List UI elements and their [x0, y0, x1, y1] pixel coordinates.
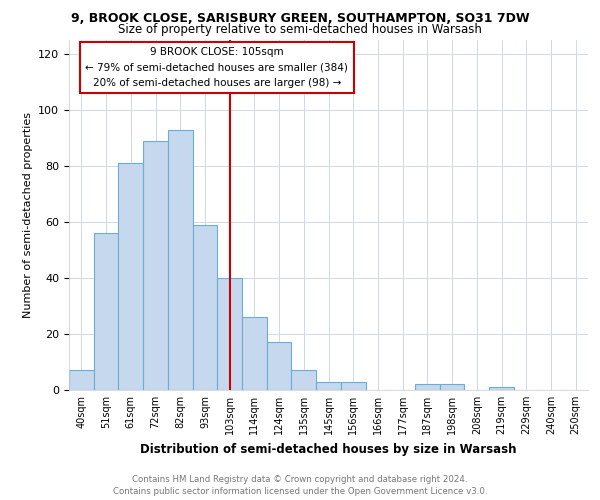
Bar — [242, 317, 267, 390]
Bar — [440, 384, 464, 390]
Text: Size of property relative to semi-detached houses in Warsash: Size of property relative to semi-detach… — [118, 22, 482, 36]
Bar — [341, 382, 365, 390]
Bar — [292, 370, 316, 390]
Bar — [168, 130, 193, 390]
Bar — [193, 225, 217, 390]
Bar — [217, 278, 242, 390]
Y-axis label: Number of semi-detached properties: Number of semi-detached properties — [23, 112, 32, 318]
Text: 9, BROOK CLOSE, SARISBURY GREEN, SOUTHAMPTON, SO31 7DW: 9, BROOK CLOSE, SARISBURY GREEN, SOUTHAM… — [71, 12, 529, 24]
Text: Contains HM Land Registry data © Crown copyright and database right 2024.
Contai: Contains HM Land Registry data © Crown c… — [113, 474, 487, 496]
Bar — [143, 141, 168, 390]
Bar — [316, 382, 341, 390]
Bar — [489, 387, 514, 390]
X-axis label: Distribution of semi-detached houses by size in Warsash: Distribution of semi-detached houses by … — [140, 442, 517, 456]
Bar — [118, 163, 143, 390]
Text: 9 BROOK CLOSE: 105sqm
← 79% of semi-detached houses are smaller (384)
20% of sem: 9 BROOK CLOSE: 105sqm ← 79% of semi-deta… — [85, 47, 349, 88]
Bar — [267, 342, 292, 390]
Bar — [69, 370, 94, 390]
Bar — [415, 384, 440, 390]
Bar — [94, 233, 118, 390]
